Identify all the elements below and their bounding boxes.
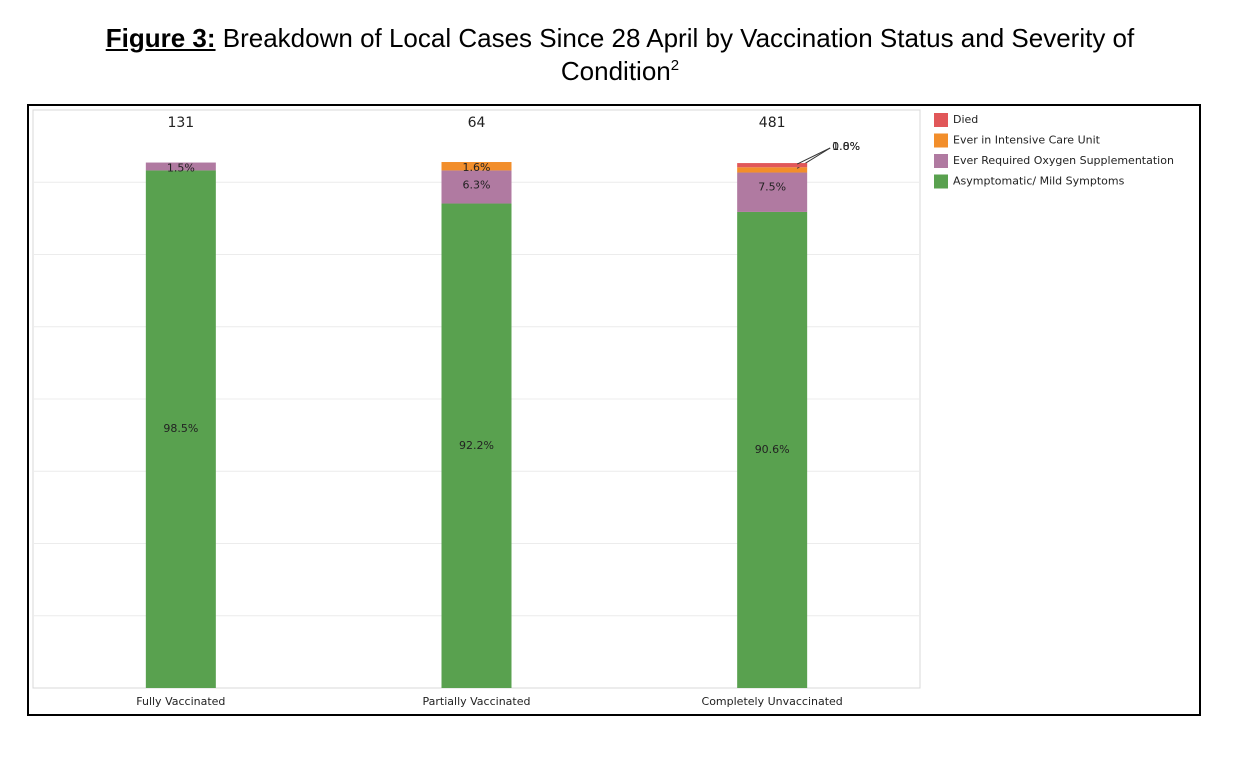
bar-segment <box>737 163 808 168</box>
total-label: 64 <box>468 115 486 131</box>
total-label: 131 <box>167 115 194 131</box>
title-label: Figure 3: <box>105 23 216 53</box>
x-tick-label: Partially Vaccinated <box>423 695 531 708</box>
value-label: 98.5% <box>163 422 198 435</box>
legend-swatch <box>934 113 948 127</box>
total-label: 481 <box>759 115 786 131</box>
bar-segment <box>441 203 512 688</box>
legend-label: Ever Required Oxygen Supplementation <box>953 154 1174 167</box>
bar-segment <box>737 172 808 212</box>
bar-segment <box>737 211 808 689</box>
legend-swatch <box>934 174 948 189</box>
frame <box>27 104 1201 716</box>
value-label: 1.5% <box>167 161 195 174</box>
legend-label: Asymptomatic/ Mild Symptoms <box>953 175 1125 188</box>
bar-segment <box>441 162 512 171</box>
value-label: 1.0% <box>832 140 860 153</box>
bar-segment <box>737 167 808 173</box>
legend-swatch <box>934 133 948 148</box>
value-label: 92.2% <box>459 439 494 452</box>
legend-label: Died <box>953 113 978 126</box>
x-tick-label: Fully Vaccinated <box>136 695 225 708</box>
legend-label: Ever in Intensive Care Unit <box>953 134 1101 147</box>
bar-segment <box>145 170 216 689</box>
value-label: 6.3% <box>463 178 491 191</box>
value-label: 1.6% <box>463 161 491 174</box>
title-text: Breakdown of Local Cases Since 28 April … <box>222 23 1135 86</box>
value-label: 90.6% <box>755 443 790 456</box>
leader-line <box>796 147 831 165</box>
legend-swatch <box>934 154 948 168</box>
bar-segment <box>441 170 512 204</box>
value-label: 0.8% <box>832 140 860 153</box>
value-label: 7.5% <box>758 181 786 194</box>
bar-segment <box>145 162 216 171</box>
chart-title: Figure 3: Breakdown of Local Cases Since… <box>50 22 1190 88</box>
title-footnote: 2 <box>670 57 680 74</box>
x-tick-label: Completely Unvaccinated <box>702 695 843 708</box>
